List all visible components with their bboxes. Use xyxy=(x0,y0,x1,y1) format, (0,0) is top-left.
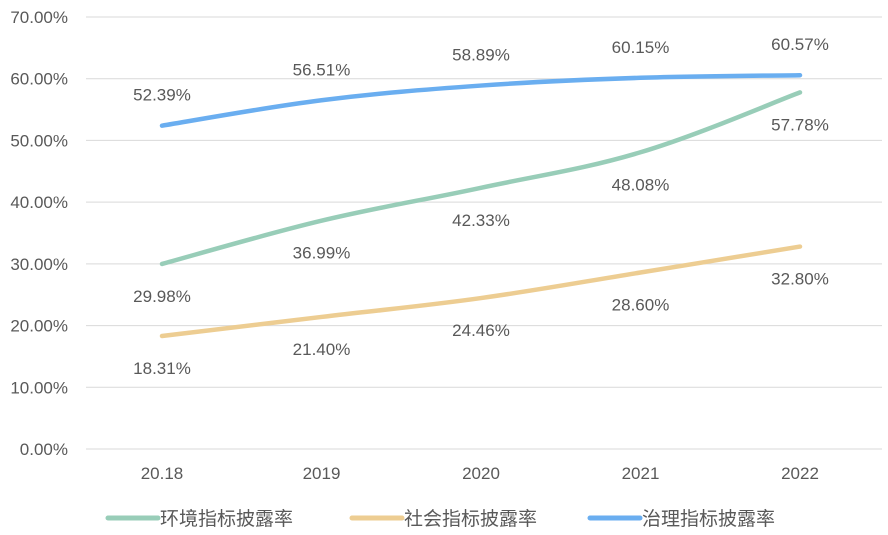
data-label: 36.99% xyxy=(293,244,351,263)
data-label: 60.15% xyxy=(612,38,670,57)
data-label: 18.31% xyxy=(133,359,191,378)
data-label: 42.33% xyxy=(452,211,510,230)
data-label: 48.08% xyxy=(612,175,670,194)
series-line xyxy=(159,72,803,128)
data-label: 56.51% xyxy=(293,60,351,79)
x-tick-label: 2019 xyxy=(303,464,341,483)
y-tick-label: 0.00% xyxy=(20,440,68,459)
data-labels: 29.98% 36.99% 42.33% 48.08% 57.78% 18.31% 21.4… xyxy=(133,35,829,378)
data-label: 29.98% xyxy=(133,287,191,306)
y-tick-label: 10.00% xyxy=(10,378,68,397)
legend: 环境指标披露率 社会指标披露率 治理指标披露率 xyxy=(105,508,775,530)
x-tick-label: 2021 xyxy=(622,464,660,483)
legend-item: 社会指标披露率 xyxy=(349,508,537,530)
y-tick-label: 50.00% xyxy=(10,131,68,150)
series-line xyxy=(159,90,803,267)
data-label: 24.46% xyxy=(452,321,510,340)
x-tick-label: 2022 xyxy=(781,464,819,483)
gridlines xyxy=(86,16,882,450)
series-lines xyxy=(159,72,803,339)
y-tick-label: 60.00% xyxy=(10,70,68,89)
legend-label: 治理指标披露率 xyxy=(642,508,775,530)
x-tick-label: 2020 xyxy=(462,464,500,483)
y-tick-label: 40.00% xyxy=(10,193,68,212)
x-axis-ticks: 20.18 2019 2020 2021 2022 xyxy=(141,464,819,483)
data-label: 28.60% xyxy=(612,295,670,314)
data-label: 57.78% xyxy=(771,115,829,134)
legend-label: 环境指标披露率 xyxy=(160,508,293,530)
data-label: 32.80% xyxy=(771,270,829,289)
y-axis-ticks: 0.00% 10.00% 20.00% 30.00% 40.00% 50.00% 60.00… xyxy=(10,8,68,459)
data-label: 21.40% xyxy=(293,340,351,359)
legend-label: 社会指标披露率 xyxy=(404,508,537,530)
legend-item: 环境指标披露率 xyxy=(105,508,293,530)
x-tick-label: 20.18 xyxy=(141,464,184,483)
legend-item: 治理指标披露率 xyxy=(587,508,775,530)
data-label: 58.89% xyxy=(452,46,510,65)
data-label: 60.57% xyxy=(771,35,829,54)
y-tick-label: 70.00% xyxy=(10,8,68,27)
y-tick-label: 30.00% xyxy=(10,255,68,274)
y-tick-label: 20.00% xyxy=(10,317,68,336)
data-label: 52.39% xyxy=(133,86,191,105)
